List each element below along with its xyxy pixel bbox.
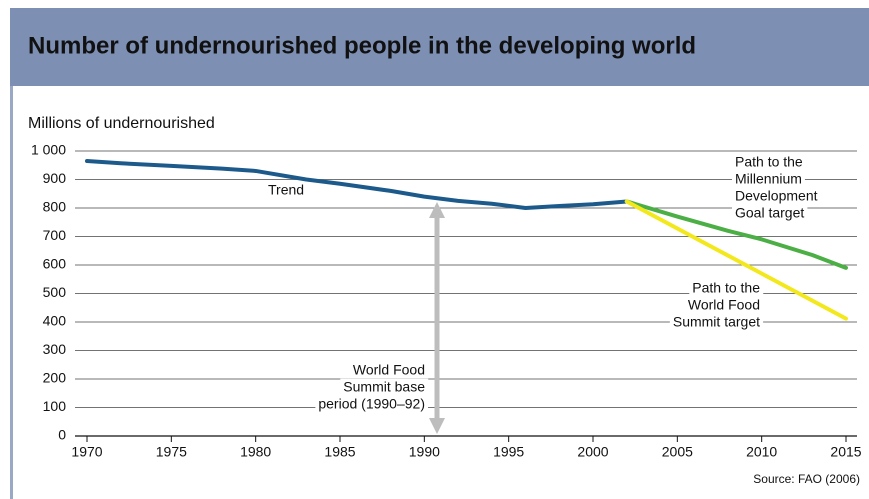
y-tick-label: 400 [43,313,67,329]
x-tick-label: 2005 [662,444,693,460]
x-tick-label: 1995 [493,444,524,460]
series-line [624,199,848,321]
annotation-bg [732,187,821,204]
y-tick-label: 100 [43,398,67,414]
x-tick-label: 1990 [409,444,440,460]
x-tick-label: 2015 [830,444,861,460]
series-line [85,158,629,210]
annotation-line: period (1990–92) [318,396,425,412]
annotation-bg [684,296,763,313]
arrow-head [429,202,445,218]
left-border [10,86,13,499]
series-line [624,199,848,270]
annotation-bg [340,378,429,395]
source: Source: FAO (2006) [753,472,860,486]
y-tick-label: 600 [43,256,67,272]
header-band [10,8,869,86]
annotation-line: Path to the [735,154,803,170]
marks [85,158,848,321]
annotation-line: Summit base [343,379,425,395]
annotation-line: Development [735,188,818,204]
y-tick-label: 1 000 [31,142,66,158]
y-tick-label: 200 [43,370,67,386]
arrow-head [429,418,445,434]
base-period-arrow [429,202,445,434]
annotation-bg [732,204,808,221]
chart-title: Number of undernourished people in the d… [28,32,696,59]
y-axis-label: Millions of undernourished [28,115,215,132]
y-tick-label: 900 [43,170,67,186]
annotation-line: World Food [688,297,760,313]
annotation-line: Trend [268,182,304,198]
annotation-bg [315,395,428,412]
x-tick-label: 2000 [577,444,608,460]
annotation-line: World Food [353,362,425,378]
x-tick-label: 2010 [746,444,777,460]
annotation-bg [349,361,428,378]
annotation-bg [732,170,805,187]
annotation-bg [265,181,308,198]
annotation-bg [669,313,764,330]
y-tick-label: 800 [43,199,67,215]
y-tick-label: 500 [43,284,67,300]
x-tick-label: 1980 [240,444,271,460]
annotation-line: Summit target [673,314,760,330]
y-tick-label: 300 [43,341,67,357]
annotation-bg [732,153,806,170]
annotation-bg [689,279,764,296]
x-tick-label: 1985 [324,444,355,460]
y-tick-label: 700 [43,227,67,243]
x-tick-label: 1970 [71,444,102,460]
annotation-line: Path to the [692,280,760,296]
y-tick-label: 0 [58,427,66,443]
annotation-line: Goal target [735,205,804,221]
x-tick-label: 1975 [156,444,187,460]
annotation-line: Millennium [735,171,802,187]
